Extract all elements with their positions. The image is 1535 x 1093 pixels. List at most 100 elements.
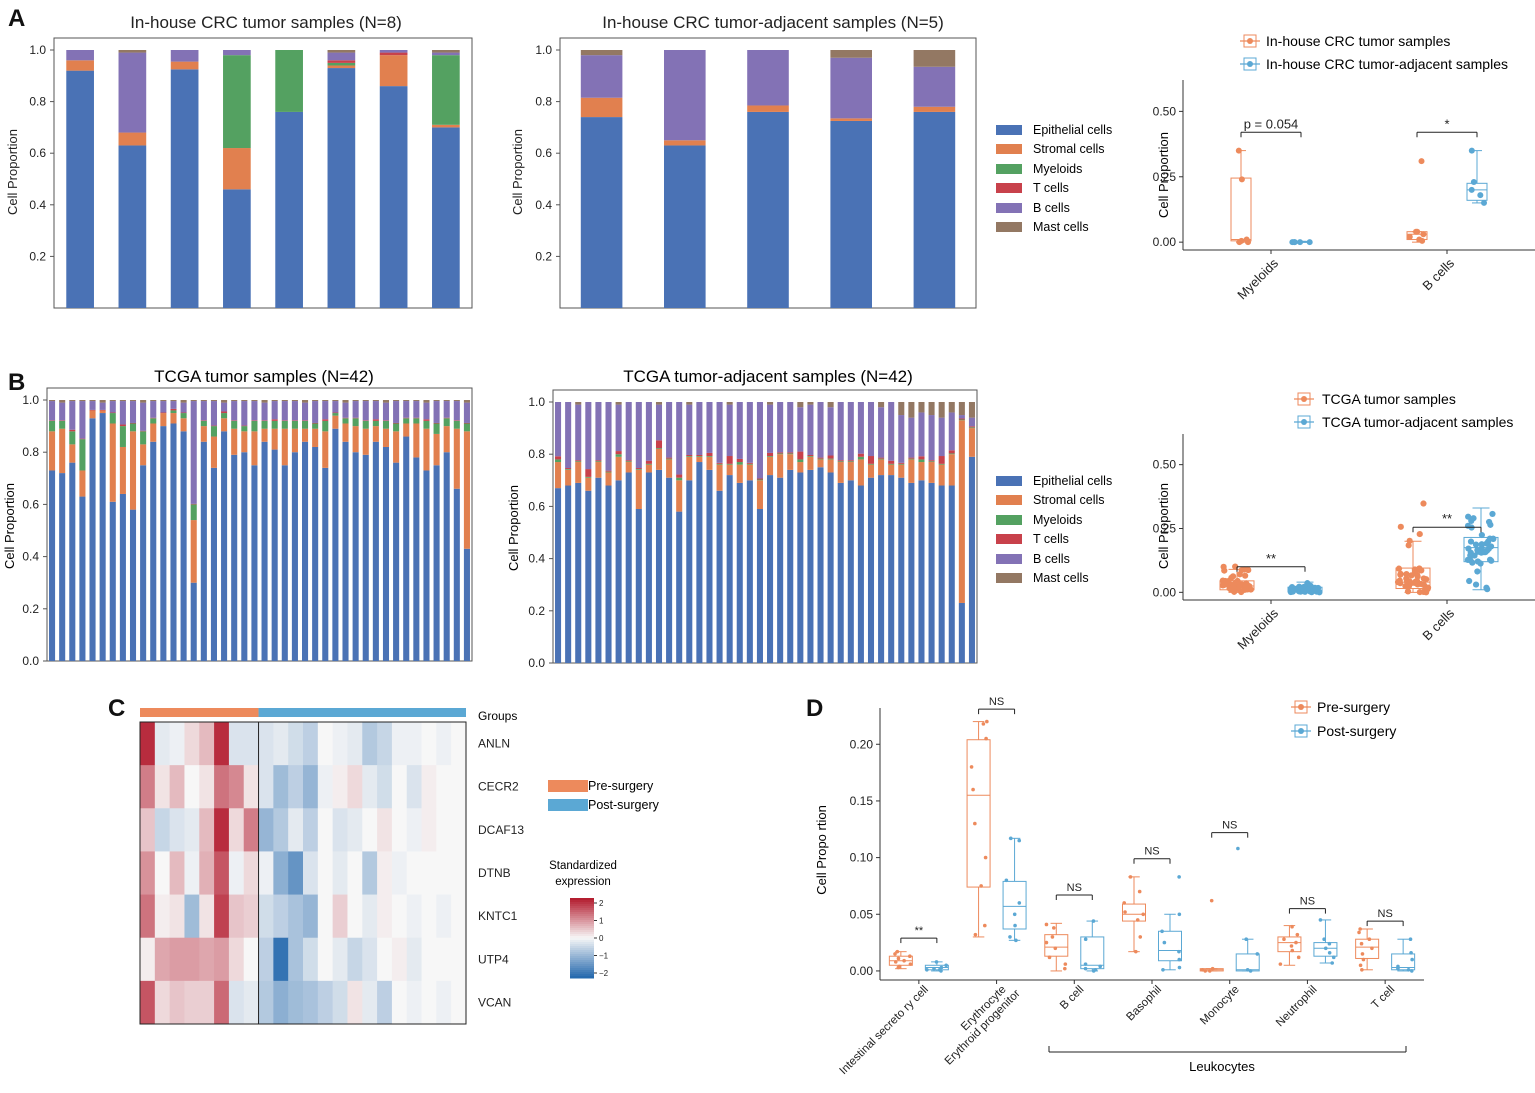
colorbar-step xyxy=(570,928,594,931)
b2-bar-stromal xyxy=(676,480,683,512)
panel-label-d: D xyxy=(806,695,823,722)
b1-bar-bcells xyxy=(403,401,410,418)
b2-frame xyxy=(552,389,978,664)
heatmap-cell xyxy=(243,937,259,982)
b2-bar-bcells xyxy=(918,412,925,457)
b1-bar-mast xyxy=(463,400,470,403)
b2-bar-stromal xyxy=(585,477,592,491)
b2-bar-mast xyxy=(827,402,834,408)
b1-bar-tcells xyxy=(382,420,390,421)
b1-bar-bcells xyxy=(261,402,268,421)
b3-point xyxy=(1485,518,1493,526)
b1-bar-tcells xyxy=(302,420,309,421)
a3-sig-label: p = 0.054 xyxy=(1244,116,1299,131)
b2-bar-epithelial xyxy=(898,477,905,663)
heatmap-cell xyxy=(273,894,289,939)
heatmap-cell xyxy=(169,937,185,982)
d-point xyxy=(1135,918,1140,922)
b2-bar-bcells xyxy=(777,402,784,453)
b1-bar-epithelial xyxy=(291,452,298,661)
b2-bar-stromal xyxy=(867,464,875,478)
heatmap-cell xyxy=(288,937,304,982)
b1-bar-myeloids xyxy=(372,420,379,427)
heatmap-cell xyxy=(258,894,274,939)
heatmap-cell xyxy=(362,808,378,852)
panel-label-a: A xyxy=(8,5,25,32)
legend-swatch-stromal xyxy=(996,144,1022,154)
heatmap-cell xyxy=(243,722,259,766)
b2-bar-stromal xyxy=(807,456,814,470)
b2-ytick-label: 0.8 xyxy=(528,447,545,461)
heatmap-cell xyxy=(436,937,452,982)
b1-bar-tcells xyxy=(251,420,258,421)
b1-bar-mast xyxy=(413,400,420,402)
b1-bar-myeloids xyxy=(69,431,76,445)
a2-ytick-label: 1.0 xyxy=(535,43,552,57)
colorbar-step xyxy=(570,964,594,967)
d-point xyxy=(1360,952,1365,956)
b2-bar-bcells xyxy=(605,402,612,471)
heatmap-cell xyxy=(228,851,245,895)
heatmap-cell xyxy=(214,722,230,766)
d-point xyxy=(1406,968,1411,972)
b2-bar-tcells xyxy=(605,470,612,472)
d-point xyxy=(1012,912,1017,917)
heatmap-cell xyxy=(273,937,289,982)
heatmap-cell xyxy=(288,722,304,766)
b2-bar-stromal xyxy=(686,456,693,481)
b2-bar-bcells xyxy=(928,415,935,461)
b2-bar-bcells xyxy=(686,404,693,455)
b2-bar-bcells xyxy=(746,402,753,463)
colorbar-step xyxy=(570,908,594,911)
b1-bar-epithelial xyxy=(170,423,177,661)
d-point xyxy=(1210,966,1215,971)
b1-bar-tcells xyxy=(423,419,430,421)
a1-bar-bcells xyxy=(170,50,199,62)
b2-bar-epithelial xyxy=(867,477,875,663)
b1-bar-stromal xyxy=(109,423,116,502)
colorbar-tick-label: 1 xyxy=(599,917,604,926)
b2-bar-epithelial xyxy=(565,485,572,663)
b1-bar-epithelial xyxy=(180,431,187,661)
heatmap-cell xyxy=(362,722,378,766)
d-point xyxy=(1017,838,1022,843)
heatmap-cell xyxy=(288,851,304,895)
b1-bar-bcells xyxy=(352,401,359,418)
a3-point xyxy=(1243,236,1250,243)
heatmap-row-label: CECR2 xyxy=(478,780,519,794)
heatmap-cell xyxy=(317,765,334,809)
b1-bar-epithelial xyxy=(251,465,258,661)
d-box xyxy=(1391,953,1416,971)
b3-point xyxy=(1242,582,1249,589)
colorbar-step xyxy=(570,918,594,921)
d-point xyxy=(1323,946,1328,951)
a2-bar-mast xyxy=(830,50,872,58)
b2-bar-myeloids xyxy=(807,456,814,457)
b1-bar-epithelial xyxy=(109,501,116,661)
heatmap-cell xyxy=(154,894,171,939)
legend-swatch-epithelial xyxy=(996,125,1022,135)
heatmap-cell xyxy=(140,765,156,809)
heatmap-cell xyxy=(214,937,230,982)
d-point xyxy=(1044,940,1049,945)
a3-box xyxy=(1230,177,1252,242)
a2-bar-stromal xyxy=(830,118,872,121)
b1-bar-myeloids xyxy=(463,423,470,432)
d-point xyxy=(1203,969,1208,973)
b2-bar-myeloids xyxy=(676,477,683,481)
b1-bar-myeloids xyxy=(312,423,319,429)
b1-bar-tcells xyxy=(231,420,238,421)
a1-ytick-label: 0.4 xyxy=(29,198,46,212)
b1-bar-stromal xyxy=(281,428,288,466)
d-point xyxy=(969,765,974,769)
b1-bar-mast xyxy=(423,400,430,403)
d-point xyxy=(1091,969,1096,973)
b1-bar-myeloids xyxy=(49,420,56,432)
d-point xyxy=(1255,952,1260,956)
b2-bar-epithelial xyxy=(847,480,854,663)
b1-bar-tcells xyxy=(180,412,187,414)
chart-a3-legend-adjacent: In-house CRC tumor-adjacent samples xyxy=(1266,56,1508,72)
a3-point xyxy=(1238,237,1245,244)
b1-bar-tcells xyxy=(281,420,288,421)
